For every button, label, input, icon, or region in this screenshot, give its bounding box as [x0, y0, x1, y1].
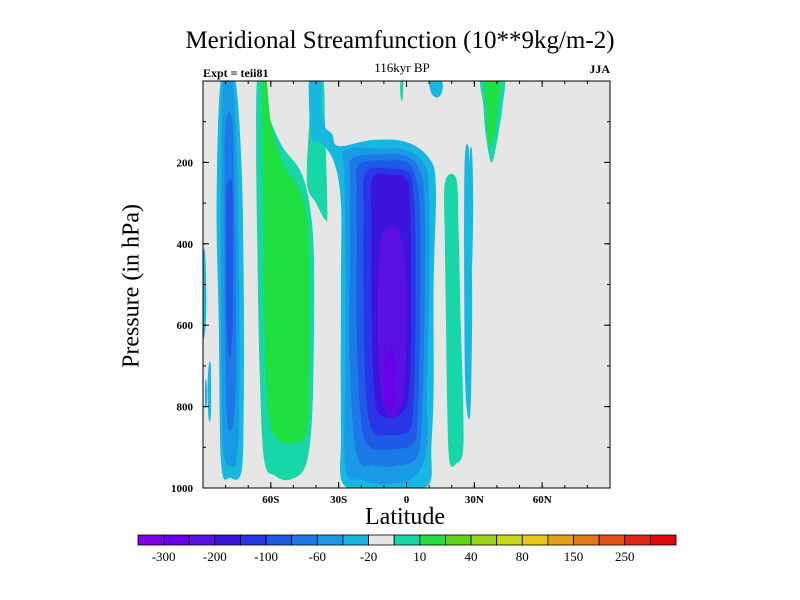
colorbar-box	[368, 534, 395, 546]
colorbar-box	[445, 534, 472, 546]
chart-subtitle: 116kyr BP	[374, 60, 430, 75]
contour-fill	[383, 348, 396, 411]
colorbar-box	[470, 534, 498, 546]
x-tick-label: 60N	[533, 494, 552, 506]
y-tick-label: 1000	[171, 483, 194, 495]
colorbar-label: -20	[360, 549, 377, 564]
colorbar-box	[214, 534, 241, 546]
experiment-label: Expt = teii81	[203, 66, 269, 80]
y-tick-label: 600	[177, 320, 194, 332]
colorbar-label: -100	[254, 549, 278, 564]
chart-title: Meridional Streamfunction (10**9kg/m-2)	[185, 27, 615, 54]
colorbar-box	[521, 534, 549, 546]
colorbar-label: -60	[309, 549, 326, 564]
colorbar-box	[496, 534, 523, 546]
y-tick-label: 200	[177, 157, 194, 169]
contour-fill	[428, 81, 443, 98]
colorbar-label: -200	[203, 549, 227, 564]
y-tick-label: 400	[177, 239, 194, 251]
contour-fills	[203, 81, 506, 488]
colorbar-box	[342, 534, 369, 546]
x-tick-label: 30S	[330, 494, 347, 506]
colorbar-box	[137, 534, 165, 546]
contour-fill	[203, 248, 207, 339]
x-tick-label: 30N	[465, 494, 484, 506]
y-tick-label: 800	[177, 402, 194, 414]
colorbar-label: 40	[465, 549, 478, 564]
colorbar-label: 150	[564, 549, 584, 564]
colorbar-box	[163, 534, 190, 546]
axes: 60S 30S 0 30N 60N 200 400 600 800 1000	[171, 81, 611, 506]
colorbar: -300 -200 -100 -60 -20 10 40 80 150 250	[137, 534, 677, 564]
colorbar-box	[624, 534, 651, 546]
colorbar-label: -300	[152, 549, 176, 564]
contour-fill	[205, 379, 207, 408]
colorbar-box	[649, 534, 677, 546]
colorbar-box	[265, 534, 293, 546]
contour-fill	[444, 173, 464, 467]
x-tick-label: 0	[404, 494, 410, 506]
colorbar-box	[240, 534, 267, 546]
colorbar-label: 250	[615, 549, 635, 564]
colorbar-box	[188, 534, 216, 546]
colorbar-label: 10	[413, 549, 426, 564]
contour-fill	[468, 146, 474, 274]
colorbar-box	[598, 534, 626, 546]
x-axis-label: Latitude	[365, 504, 445, 530]
plot-area	[202, 80, 611, 489]
colorbar-box	[393, 534, 421, 546]
colorbar-box	[573, 534, 600, 546]
colorbar-box	[291, 534, 318, 546]
contour-fill	[400, 81, 404, 102]
colorbar-box	[547, 534, 574, 546]
colorbar-label: 80	[516, 549, 529, 564]
contour-fill	[484, 81, 501, 147]
colorbar-box	[419, 534, 446, 546]
contour-fill	[261, 81, 310, 444]
x-tick-label: 60S	[262, 494, 279, 506]
colorbar-box	[316, 534, 344, 546]
season-label: JJA	[589, 62, 610, 76]
contour-fill	[226, 178, 233, 359]
